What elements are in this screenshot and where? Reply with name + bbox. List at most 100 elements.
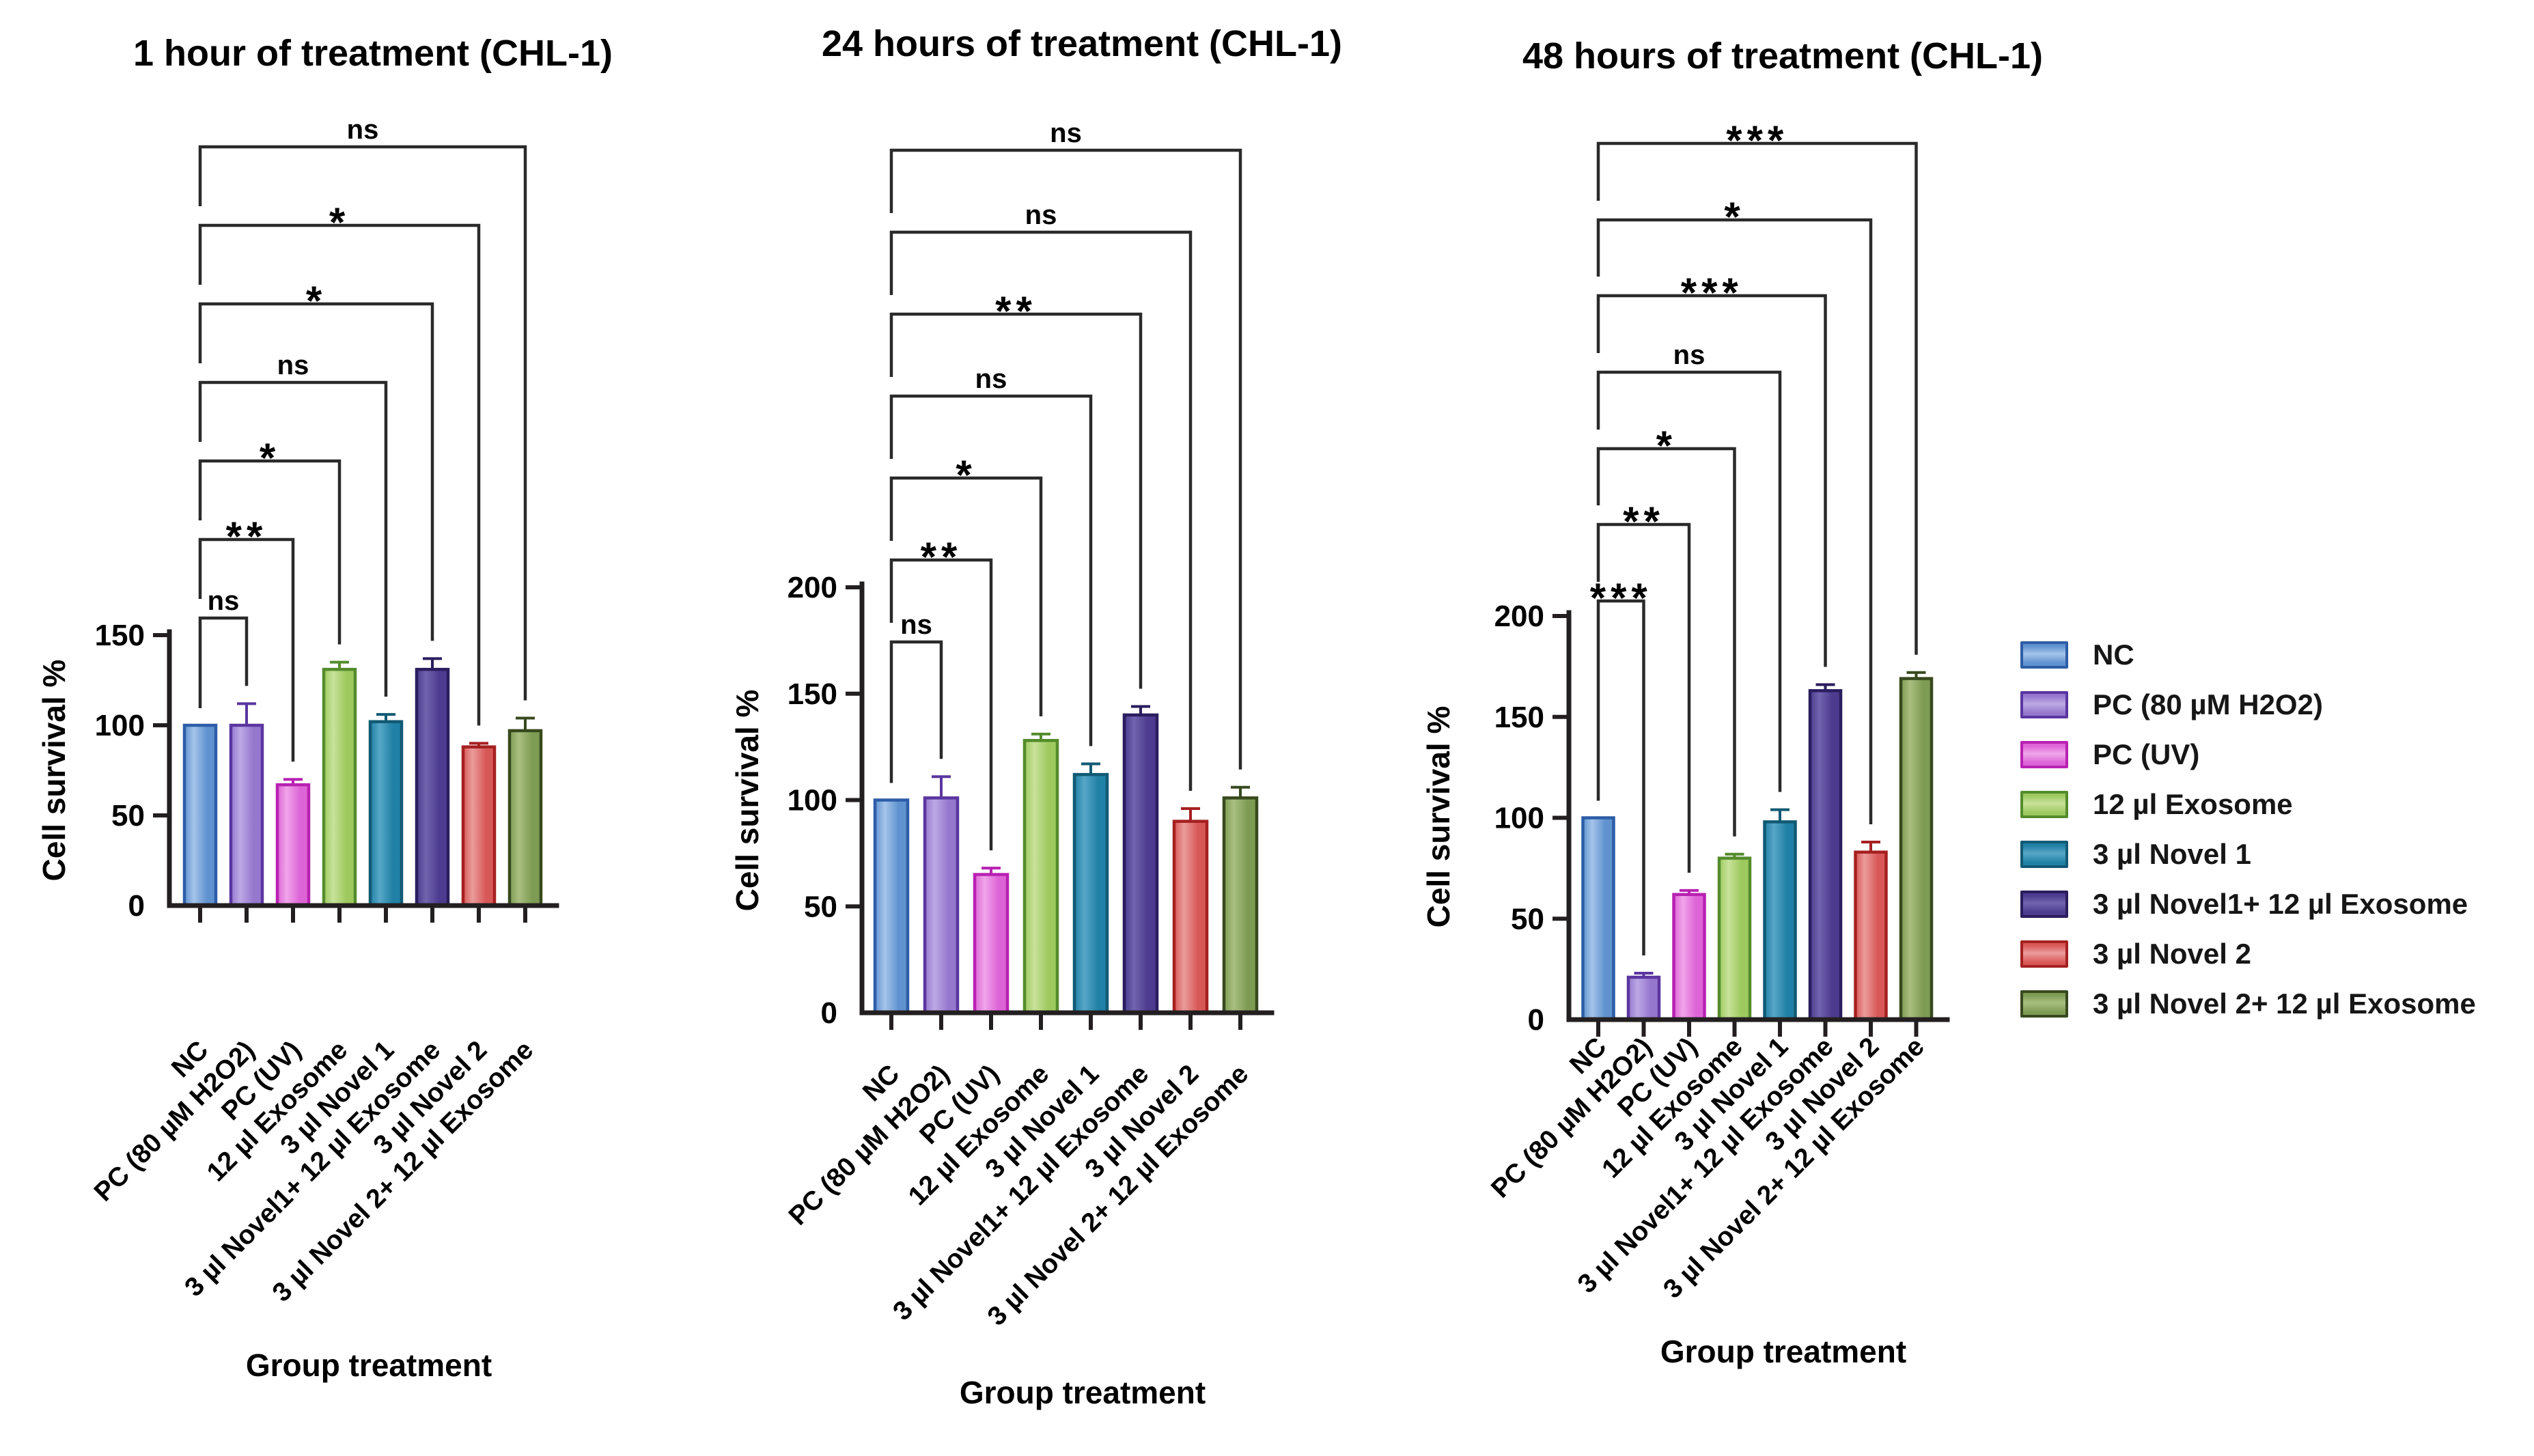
sig-bracket-nc-vs-12-l-exosome [889,476,1043,716]
chart-title: 48 hours of treatment (CHL-1) [1522,36,2043,76]
legend-label: 3 µl Novel 2+ 12 µl Exosome [2093,987,2476,1020]
bar-pc-uv [973,873,1010,1015]
sig-bracket-nc-vs-3-l-novel-2 [198,223,481,726]
y-axis-title: Cell survival % [36,660,72,882]
y-axis-title: Cell survival % [729,690,765,912]
legend-swatch-pc-uv [2020,740,2068,768]
legend-label: 3 µl Novel1+ 12 µl Exosome [2093,887,2468,920]
legend-item-3ul-novel-2-exosome: 3 µl Novel 2+ 12 µl Exosome [2020,979,2476,1028]
legend-item-3ul-novel-2: 3 µl Novel 2 [2020,929,2476,979]
y-tick-label-100: 100 [1494,802,1544,835]
legend-label: 3 µl Novel 2 [2093,937,2251,970]
bar-12-l-exosome [1022,739,1059,1015]
legend-swatch-3ul-novel-1 [2020,840,2068,868]
legend-item-nc: NC [2020,630,2476,680]
y-tick-label-0: 0 [1528,1003,1544,1037]
sig-label-nc-vs-3-l-novel-2-12-l-exosome: ns [347,115,379,145]
legend-label: PC (80 µM H2O2) [2093,688,2323,720]
legend-item-pc-h2o2: PC (80 µM H2O2) [2020,680,2476,729]
bar-3-l-novel-2-12-l-exosome [507,729,543,908]
y-tick-label-0: 0 [821,996,837,1030]
legend-item-3ul-novel-1: 3 µl Novel 1 [2020,829,2476,879]
sig-bracket-nc-vs-3-l-novel-2-12-l-exosome [889,148,1242,770]
bar-3-l-novel-2-12-l-exosome [1899,677,1934,1022]
sig-bracket-nc-vs-3-l-novel1-12-l-exosome [889,312,1143,689]
legend-label: PC (UV) [2093,738,2200,770]
sig-label-nc-vs-pc-80-m-h2o2: *** [1590,575,1652,621]
sig-bracket-nc-vs-3-l-novel-2 [889,230,1193,791]
bar-3-l-novel-2 [461,745,497,908]
legend: NC PC (80 µM H2O2) PC (UV) 12 µl Exosome… [2020,630,2476,1028]
sig-label-nc-vs-3-l-novel-2-12-l-exosome: *** [1726,117,1788,163]
bar-pc-uv [1672,893,1706,1022]
sig-label-nc-vs-3-l-novel-2: * [329,199,350,245]
sig-label-nc-vs-pc-uv: ** [921,534,962,580]
sig-label-nc-vs-3-l-novel1-12-l-exosome: * [306,278,326,324]
sig-bracket-nc-vs-pc-uv [889,558,993,851]
legend-item-12ul-exosome: 12 µl Exosome [2020,779,2476,829]
legend-swatch-pc-h2o2 [2020,690,2068,718]
sig-label-nc-vs-3-l-novel1-12-l-exosome: ** [995,288,1037,334]
sig-bracket-nc-vs-3-l-novel-2-12-l-exosome [1596,141,1918,655]
sig-bracket-nc-vs-12-l-exosome [198,459,342,645]
y-tick-label-200: 200 [788,571,837,604]
legend-swatch-3ul-novel1-exosome [2020,890,2068,918]
sig-label-nc-vs-3-l-novel-1: ns [975,364,1007,394]
sig-label-nc-vs-3-l-novel-2: * [1724,194,1744,240]
sig-bracket-nc-vs-12-l-exosome [1596,447,1736,837]
y-tick-label-150: 150 [95,619,145,652]
legend-swatch-3ul-novel-2 [2020,940,2068,968]
y-tick-label-100: 100 [95,709,145,742]
sig-bracket-nc-vs-3-l-novel-1 [198,380,388,697]
chart-title: 1 hour of treatment (CHL-1) [133,33,613,74]
bar-12-l-exosome [322,667,357,908]
axes [167,629,559,908]
sig-label-nc-vs-pc-uv: ** [1623,499,1665,544]
bar-3-l-novel-2-12-l-exosome [1222,796,1259,1015]
y-tick-label-150: 150 [788,677,837,711]
bar-pc-80-m-h2o2 [229,723,264,908]
y-tick-label-200: 200 [1494,600,1544,633]
x-axis-title: Group treatment [1660,1334,1906,1369]
chart-title: 24 hours of treatment (CHL-1) [822,23,1342,64]
bar-3-l-novel-1 [1072,772,1109,1015]
legend-swatch-12ul-exosome [2020,790,2068,818]
sig-bracket-nc-vs-pc-uv [198,537,295,762]
y-tick-label-0: 0 [128,889,145,923]
bar-nc [1581,816,1615,1022]
sig-label-nc-vs-3-l-novel1-12-l-exosome: *** [1681,270,1743,316]
sig-label-nc-vs-3-l-novel-1: ns [1673,340,1705,370]
x-axis-title: Group treatment [246,1347,492,1383]
y-tick-label-50: 50 [1511,902,1544,936]
sig-bracket-nc-vs-3-l-novel-1 [1596,370,1782,792]
sig-label-nc-vs-12-l-exosome: * [1656,423,1677,468]
sig-label-nc-vs-3-l-novel-1: ns [277,350,309,380]
bar-3-l-novel-1 [1763,820,1797,1022]
sig-bracket-nc-vs-3-l-novel1-12-l-exosome [198,302,434,641]
sig-label-nc-vs-pc-uv: ** [226,514,268,559]
bar-3-l-novel1-12-l-exosome [1808,689,1843,1022]
sig-bracket-nc-vs-pc-80-m-h2o2 [1596,599,1645,956]
sig-label-nc-vs-pc-80-m-h2o2: ns [900,610,932,640]
bar-pc-80-m-h2o2 [923,796,960,1015]
sig-label-nc-vs-pc-80-m-h2o2: ns [208,586,240,616]
axes [859,581,1275,1016]
legend-label: 12 µl Exosome [2093,787,2293,820]
bar-pc-uv [275,783,311,908]
sig-bracket-nc-vs-3-l-novel-2 [1596,218,1873,824]
x-axis-title: Group treatment [960,1375,1206,1410]
legend-item-3ul-novel1-exosome: 3 µl Novel1+ 12 µl Exosome [2020,879,2476,929]
y-tick-label-150: 150 [1494,701,1544,734]
legend-label: NC [2093,638,2134,671]
sig-label-nc-vs-12-l-exosome: * [956,452,976,498]
legend-swatch-3ul-novel-2-exosome [2020,990,2068,1018]
bar-3-l-novel-2 [1172,820,1209,1015]
legend-label: 3 µl Novel 1 [2093,837,2251,870]
sig-bracket-nc-vs-pc-80-m-h2o2 [198,616,249,708]
y-tick-label-50: 50 [804,890,837,923]
